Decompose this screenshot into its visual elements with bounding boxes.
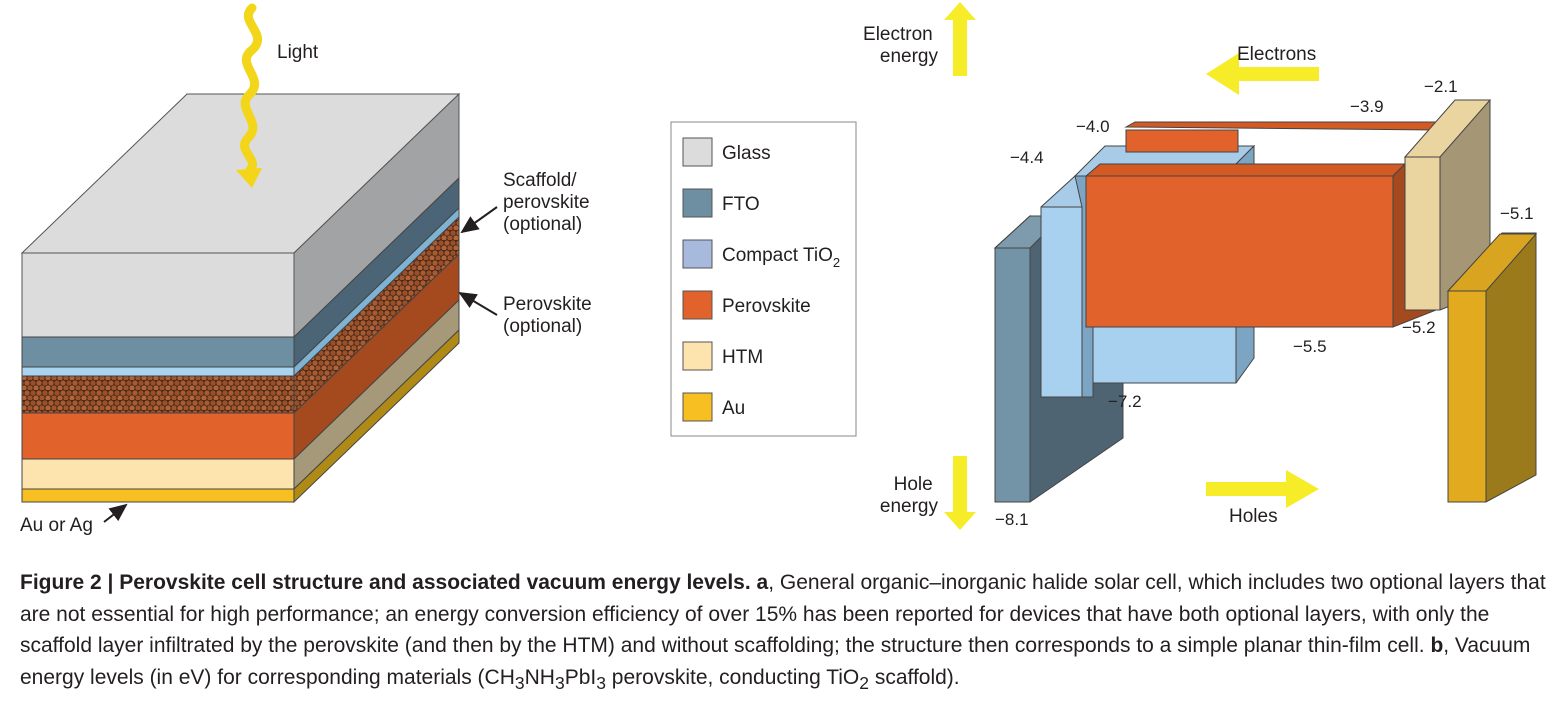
electrons-left-arrow-icon bbox=[1206, 53, 1319, 95]
caption-sub-3: 3 bbox=[596, 672, 606, 693]
holes-label: Holes bbox=[1229, 506, 1278, 527]
level-perovskite-bottom: −5.5 bbox=[1293, 337, 1327, 356]
level-perovskite-top: −4.0 bbox=[1076, 117, 1110, 136]
legend-label-fto: FTO bbox=[722, 194, 760, 215]
level-fto-top: −4.4 bbox=[1010, 148, 1044, 167]
perovskite-front-face bbox=[21, 412, 295, 460]
hole-energy-down-arrow-icon bbox=[944, 456, 976, 530]
legend-swatch-tio2 bbox=[682, 239, 713, 269]
legend-label-perovskite: Perovskite bbox=[722, 296, 811, 317]
perovskite-level-block bbox=[1084, 121, 1447, 328]
electron-energy-up-arrow-icon bbox=[944, 2, 976, 76]
caption-b-marker: b bbox=[1430, 634, 1444, 657]
tio2-front-face bbox=[21, 366, 295, 377]
light-wave-icon bbox=[236, 3, 263, 188]
legend-item-htm: HTM bbox=[682, 341, 763, 371]
legend-item-au: Au bbox=[682, 392, 745, 422]
legend: Glass FTO Compact TiO2 Perovskite HTM Au bbox=[670, 121, 857, 437]
caption-title: Figure 2 | Perovskite cell structure and… bbox=[20, 571, 751, 594]
au-pointer-arrow bbox=[103, 503, 128, 523]
caption-b-text-5: scaffold). bbox=[868, 665, 960, 689]
hole-energy-label: Hole energy bbox=[880, 474, 939, 517]
legend-item-fto: FTO bbox=[682, 188, 760, 218]
legend-item-compact-tio2: Compact TiO2 bbox=[682, 239, 840, 270]
au-side-face bbox=[293, 328, 460, 504]
light-label: Light bbox=[277, 42, 319, 63]
legend-swatch-htm bbox=[682, 341, 713, 371]
legend-swatch-glass bbox=[682, 137, 713, 167]
scaffold-label: Scaffold/ perovskite (optional) bbox=[503, 170, 595, 235]
level-tio2-bottom: −7.2 bbox=[1108, 392, 1142, 411]
caption-sub-2: 3 bbox=[554, 672, 565, 693]
figure-2: Light Scaffold/ perovskite (optional) Pe… bbox=[20, 2, 1538, 536]
caption-sub-1: 3 bbox=[514, 672, 525, 693]
caption-sub-4: 2 bbox=[859, 672, 869, 693]
legend-label-au: Au bbox=[722, 398, 745, 419]
level-htm-top: −2.1 bbox=[1424, 77, 1458, 96]
level-htm-bottom: −5.2 bbox=[1402, 318, 1436, 337]
electrons-label: Electrons bbox=[1237, 44, 1316, 65]
legend-box bbox=[670, 121, 857, 437]
legend-swatch-perovskite bbox=[682, 290, 713, 320]
legend-item-perovskite: Perovskite bbox=[682, 290, 811, 320]
cell-stack-diagram bbox=[20, 92, 461, 504]
fto-front-face bbox=[21, 336, 295, 368]
caption-a-text: , General organic–inorganic halide solar… bbox=[20, 571, 1546, 657]
perovskite-label-a: Perovskite (optional) bbox=[503, 294, 597, 337]
level-perovskite-top2: −3.9 bbox=[1350, 97, 1384, 116]
level-au: −5.1 bbox=[1500, 204, 1534, 223]
caption-b-text-3: PbI bbox=[564, 665, 597, 689]
scaffold-pointer-arrow bbox=[460, 206, 498, 234]
perovskite-pointer-arrow bbox=[458, 291, 498, 316]
legend-item-glass: Glass bbox=[682, 137, 771, 167]
level-fto-bottom: −8.1 bbox=[995, 510, 1029, 529]
glass-front-face bbox=[21, 252, 295, 338]
holes-right-arrow-icon bbox=[1206, 470, 1319, 508]
legend-swatch-au bbox=[682, 392, 713, 422]
caption-a-marker: a bbox=[756, 571, 769, 594]
legend-label-tio2: Compact TiO2 bbox=[722, 245, 840, 270]
caption-b-text-1: , Vacuum energy levels (in eV) for corre… bbox=[20, 634, 1531, 689]
au-level-block bbox=[1446, 232, 1538, 503]
caption-b-text-4: perovskite, conducting TiO bbox=[605, 665, 860, 689]
legend-swatch-fto bbox=[682, 188, 713, 218]
htm-front-face bbox=[21, 458, 295, 490]
au-or-ag-label: Au or Ag bbox=[20, 515, 93, 536]
legend-label-htm: HTM bbox=[722, 347, 763, 368]
scaffold-front-face bbox=[21, 375, 295, 414]
legend-label-glass: Glass bbox=[722, 143, 771, 164]
au-front-face bbox=[21, 488, 295, 503]
caption-b-text-2: NH bbox=[524, 665, 555, 689]
electron-energy-label: Electron energy bbox=[863, 24, 938, 67]
figure-caption: Figure 2 | Perovskite cell structure and… bbox=[20, 567, 1550, 699]
